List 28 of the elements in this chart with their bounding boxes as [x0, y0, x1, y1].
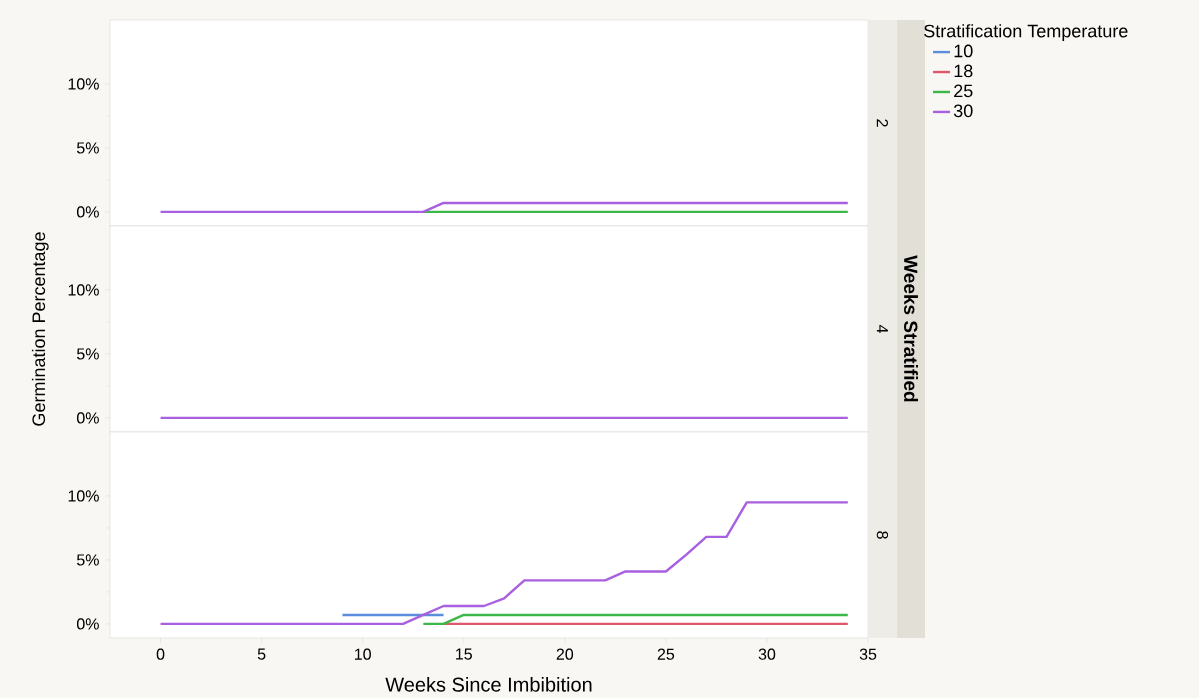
x-tick-label: 20 — [556, 648, 574, 660]
text: 4 — [876, 324, 888, 333]
y-tick-label: 10% — [68, 78, 99, 90]
y-tick-label: 0% — [76, 206, 99, 218]
text: 8 — [876, 531, 889, 539]
y-tick-label: 5% — [76, 142, 99, 154]
x-tick-label: 0 — [156, 648, 165, 660]
legend-label: 30 — [953, 104, 973, 118]
x-tick-label: 5 — [257, 648, 266, 660]
y-tick-label: 0% — [76, 618, 99, 630]
x-tick-label: 10 — [355, 648, 371, 660]
x-tick-label: 15 — [456, 648, 472, 660]
text: Weeks Stratified — [904, 255, 918, 402]
x-tick-label: 35 — [859, 648, 877, 660]
legend-label: 18 — [954, 64, 973, 78]
text: 2 — [876, 119, 888, 127]
x-tick-label: 30 — [758, 648, 776, 660]
y-axis-title: Germination Percentage — [31, 232, 49, 426]
y-tick-label: 5% — [76, 348, 99, 360]
y-tick-label: 10% — [68, 490, 99, 502]
legend-label: 10 — [954, 44, 973, 58]
legend-title: Stratification Temperature — [924, 24, 1128, 41]
y-tick-label: 5% — [76, 554, 99, 566]
y-tick-label: 0% — [76, 412, 99, 424]
legend-label: 25 — [954, 84, 973, 98]
x-tick-label: 25 — [657, 648, 675, 660]
y-tick-label: 10% — [68, 284, 99, 296]
x-axis-title: Weeks Since Imbibition — [385, 676, 592, 692]
